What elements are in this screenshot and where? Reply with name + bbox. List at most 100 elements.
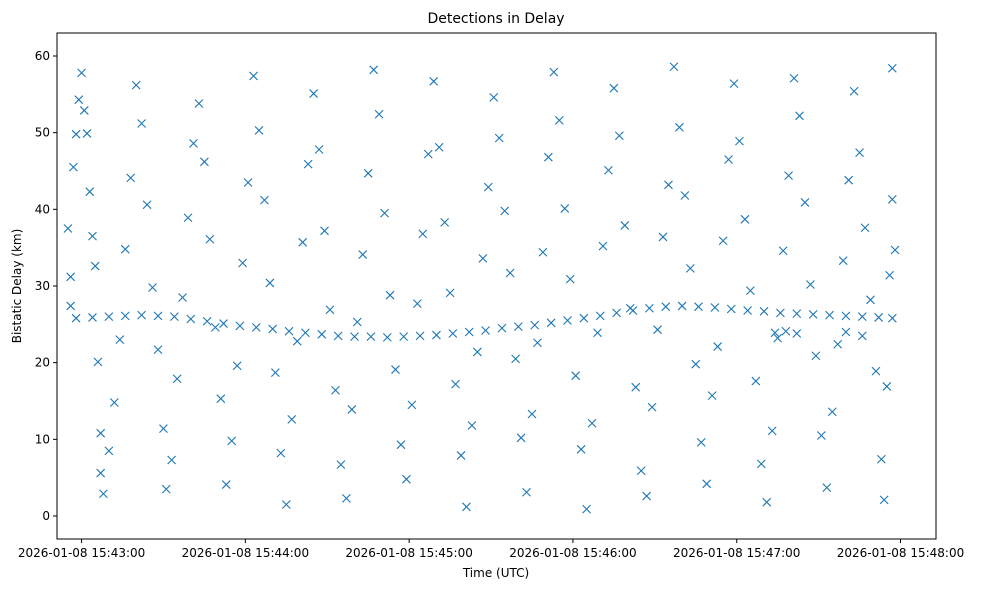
scatter-point <box>505 268 515 278</box>
scatter-point <box>745 286 755 295</box>
scatter-point <box>481 326 490 335</box>
scatter-point <box>68 162 78 172</box>
scatter-point <box>609 83 619 93</box>
scatter-point <box>366 332 376 341</box>
scatter-point <box>63 224 73 233</box>
scatter-point <box>265 278 275 288</box>
scatter-point <box>448 329 458 338</box>
scatter-point <box>710 303 720 312</box>
scatter-point <box>66 272 76 282</box>
scatter-point <box>841 311 851 321</box>
scatter-point <box>161 484 171 494</box>
scatter-point <box>467 421 477 430</box>
scatter-point <box>795 111 804 121</box>
scatter-point <box>694 302 703 312</box>
scatter-point <box>341 493 351 503</box>
scatter-point <box>576 444 586 454</box>
scatter-point <box>702 479 712 489</box>
scatter-point <box>412 299 422 309</box>
scatter-point <box>79 106 89 115</box>
scatter-point <box>759 306 769 316</box>
scatter-point <box>314 145 324 154</box>
scatter-point <box>325 305 335 315</box>
scatter-point <box>776 308 785 318</box>
scatter-point <box>483 182 493 192</box>
scatter-point <box>292 336 302 346</box>
x-tick-label: 2026-01-08 15:46:00 <box>509 546 636 560</box>
scatter-point <box>579 313 589 323</box>
scatter-point <box>877 454 886 464</box>
scatter-point <box>833 339 843 349</box>
scatter-point <box>571 371 581 381</box>
scatter-point <box>661 302 671 312</box>
scatter-point <box>664 180 673 190</box>
scatter-point <box>677 301 687 311</box>
scatter-point <box>99 489 108 499</box>
scatter-point <box>849 86 859 96</box>
scatter-point <box>120 244 130 254</box>
scatter-point <box>743 306 753 315</box>
scatter-point <box>516 433 526 443</box>
scatter-point <box>543 152 553 162</box>
scatter-point <box>88 313 97 322</box>
scatter-point <box>598 241 608 251</box>
scatter-point <box>604 165 613 175</box>
scatter-point <box>527 409 537 419</box>
scatter-point <box>874 313 884 322</box>
scatter-point <box>88 231 97 241</box>
scatter-point <box>647 402 657 412</box>
scatter-point <box>200 157 209 167</box>
scatter-point <box>74 95 84 105</box>
scatter-point <box>522 487 531 497</box>
scatter-point <box>538 247 548 257</box>
scatter-point <box>243 178 253 187</box>
scatter-point <box>582 504 591 514</box>
scatter-point <box>857 312 867 322</box>
scatter-point <box>415 331 425 341</box>
scatter-point <box>642 491 652 501</box>
chart-title: Detections in Delay <box>427 11 564 27</box>
scatter-point <box>644 303 654 313</box>
scatter-point <box>432 330 441 340</box>
y-tick-label: 40 <box>35 202 50 216</box>
scatter-point <box>260 195 269 205</box>
scatter-point <box>347 405 357 414</box>
x-axis: 2026-01-08 15:43:00 2026-01-08 15:44:00 20… <box>18 539 964 560</box>
scatter-point <box>126 173 136 183</box>
scatter-point <box>511 354 520 364</box>
scatter-point <box>680 191 690 200</box>
scatter-point <box>227 436 237 446</box>
scatter-point <box>298 237 308 247</box>
scatter-point <box>153 311 163 321</box>
scatter-point <box>675 122 684 132</box>
scatter-point <box>93 357 103 367</box>
scatter-point <box>363 168 373 178</box>
scatter-point <box>887 194 897 204</box>
scatter-point <box>216 394 226 404</box>
scatter-point <box>456 451 466 460</box>
scatter-point <box>77 68 86 78</box>
scatter-point <box>841 327 851 337</box>
scatter-point <box>770 328 780 338</box>
scatter-point <box>778 246 788 256</box>
scatter-point <box>658 232 668 242</box>
x-tick-label: 2026-01-08 15:48:00 <box>837 546 964 560</box>
scatter-point <box>882 382 892 391</box>
x-axis-label: Time (UTC) <box>462 566 529 580</box>
scatter-point <box>489 93 499 102</box>
scatter-point <box>418 229 428 239</box>
scatter-point <box>685 263 695 273</box>
scatter-point <box>713 342 723 351</box>
scatter-point <box>838 256 848 266</box>
scatter-point <box>85 187 95 197</box>
scatter-point <box>546 318 556 328</box>
scatter-point <box>186 314 196 324</box>
scatter-point <box>137 119 147 128</box>
scatter-point <box>350 332 359 341</box>
scatter-point <box>740 214 750 224</box>
y-axis: 0 10 20 30 40 50 60 <box>35 49 57 523</box>
scatter-point <box>317 329 327 339</box>
scatter-point <box>396 440 406 450</box>
scatter-point <box>66 301 76 311</box>
